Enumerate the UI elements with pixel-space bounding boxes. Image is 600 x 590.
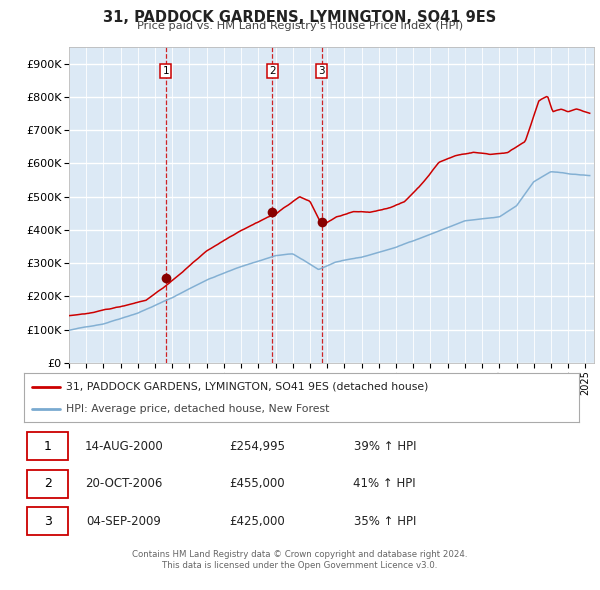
Text: 20-OCT-2006: 20-OCT-2006 — [85, 477, 163, 490]
Text: £455,000: £455,000 — [229, 477, 285, 490]
Text: £425,000: £425,000 — [229, 514, 285, 527]
Text: 35% ↑ HPI: 35% ↑ HPI — [353, 514, 416, 527]
FancyBboxPatch shape — [27, 470, 68, 498]
Text: £254,995: £254,995 — [229, 440, 285, 453]
Text: 2: 2 — [269, 66, 275, 76]
Text: 2: 2 — [44, 477, 52, 490]
Text: Price paid vs. HM Land Registry's House Price Index (HPI): Price paid vs. HM Land Registry's House … — [137, 21, 463, 31]
FancyBboxPatch shape — [27, 507, 68, 535]
Text: Contains HM Land Registry data © Crown copyright and database right 2024.: Contains HM Land Registry data © Crown c… — [132, 550, 468, 559]
Text: 41% ↑ HPI: 41% ↑ HPI — [353, 477, 416, 490]
Text: 39% ↑ HPI: 39% ↑ HPI — [353, 440, 416, 453]
Text: This data is licensed under the Open Government Licence v3.0.: This data is licensed under the Open Gov… — [163, 560, 437, 569]
Text: 3: 3 — [319, 66, 325, 76]
Text: 04-SEP-2009: 04-SEP-2009 — [86, 514, 161, 527]
Text: 31, PADDOCK GARDENS, LYMINGTON, SO41 9ES (detached house): 31, PADDOCK GARDENS, LYMINGTON, SO41 9ES… — [65, 382, 428, 392]
Text: 3: 3 — [44, 514, 52, 527]
Text: 1: 1 — [163, 66, 169, 76]
Text: 1: 1 — [44, 440, 52, 453]
FancyBboxPatch shape — [27, 432, 68, 460]
Text: 31, PADDOCK GARDENS, LYMINGTON, SO41 9ES: 31, PADDOCK GARDENS, LYMINGTON, SO41 9ES — [103, 10, 497, 25]
Text: 14-AUG-2000: 14-AUG-2000 — [85, 440, 163, 453]
Text: HPI: Average price, detached house, New Forest: HPI: Average price, detached house, New … — [65, 404, 329, 414]
